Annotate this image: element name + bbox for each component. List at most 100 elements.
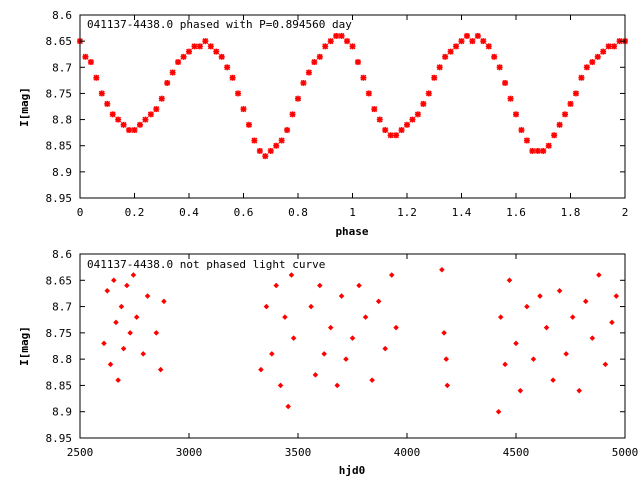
data-point	[235, 90, 242, 97]
phased-axis-ticks: 0 0.2 0.4 0.6 0.8 1 1.2 1.4 1.6 1.8 2 8.6 8.65 8.7 8.7…	[46, 9, 629, 219]
data-point	[344, 38, 351, 45]
data-point	[524, 303, 530, 310]
data-point	[333, 32, 340, 39]
data-point	[578, 74, 585, 81]
data-point	[609, 319, 615, 326]
data-point	[611, 43, 618, 50]
x-tick-label: 2	[622, 206, 629, 219]
data-point	[262, 153, 269, 160]
data-point	[594, 53, 601, 60]
data-point	[258, 366, 264, 373]
data-point	[273, 282, 279, 289]
data-point	[371, 106, 378, 113]
data-point	[327, 38, 334, 45]
x-tick-label: 4500	[503, 446, 530, 459]
x-tick-label: 0.6	[234, 206, 254, 219]
phased-light-curve-panel: 0 0.2 0.4 0.6 0.8 1 1.2 1.4 1.6 1.8 2 8.6 8.65 8.7 8.7…	[18, 9, 628, 238]
data-point	[551, 132, 558, 139]
data-point	[300, 79, 307, 86]
data-point	[563, 351, 569, 357]
data-point	[442, 53, 449, 60]
data-point	[115, 116, 122, 123]
unphased-plot-frame	[79, 253, 626, 439]
x-tick-label: 3000	[176, 446, 203, 459]
data-point	[98, 90, 105, 97]
data-point	[453, 43, 460, 50]
data-point	[338, 32, 345, 39]
data-point	[502, 79, 509, 86]
data-point	[147, 111, 154, 118]
unphased-light-curve-panel: 2500 3000 3500 4000 4500 5000 8.6 8.65 8.7 8.75 8.…	[18, 248, 638, 477]
data-point	[376, 116, 383, 123]
data-point	[278, 137, 285, 144]
data-point	[317, 282, 323, 289]
data-point	[582, 298, 589, 305]
data-point	[136, 121, 143, 128]
phased-chart-title: 041137-4438.0 phased with P=0.894560 day	[87, 18, 352, 31]
data-point	[113, 319, 119, 326]
data-point	[382, 345, 388, 352]
unphased-points	[101, 267, 620, 415]
data-point	[605, 43, 612, 50]
data-point	[186, 48, 192, 55]
data-point	[153, 330, 160, 336]
x-tick-label: 0	[77, 206, 84, 219]
data-point	[196, 43, 203, 50]
data-point	[491, 53, 498, 60]
data-point	[312, 372, 319, 378]
data-point	[414, 111, 421, 118]
data-point	[458, 38, 465, 45]
data-point	[600, 48, 607, 55]
data-point	[256, 147, 263, 154]
data-point	[107, 361, 114, 368]
data-point	[175, 59, 182, 66]
data-point	[124, 282, 130, 289]
data-point	[513, 340, 519, 347]
data-point	[534, 147, 541, 154]
x-tick-label: 3500	[285, 446, 312, 459]
y-tick-label: 8.65	[46, 274, 73, 287]
x-tick-label: 5000	[612, 446, 639, 459]
data-point	[316, 53, 323, 60]
data-point	[518, 127, 525, 134]
x-tick-label: 4000	[394, 446, 421, 459]
data-point	[431, 74, 438, 81]
x-tick-label: 0.2	[125, 206, 145, 219]
y-tick-label: 8.65	[46, 35, 73, 48]
data-point	[496, 64, 503, 71]
data-point	[87, 59, 94, 66]
x-tick-label: 1.4	[452, 206, 472, 219]
y-tick-label: 8.75	[46, 87, 73, 100]
data-point	[109, 111, 116, 118]
data-point	[120, 121, 127, 128]
data-point	[569, 314, 576, 320]
y-tick-label: 8.75	[46, 327, 73, 340]
data-point	[530, 356, 537, 362]
data-point	[375, 298, 382, 305]
data-point	[158, 95, 165, 102]
data-point	[572, 90, 579, 97]
data-point	[356, 282, 362, 289]
data-point	[497, 314, 504, 320]
phased-x-axis-label: phase	[335, 225, 368, 238]
x-tick-label: 1.6	[506, 206, 526, 219]
y-tick-label: 8.85	[46, 379, 73, 392]
y-tick-label: 8.7	[52, 301, 72, 314]
data-point	[495, 408, 502, 415]
x-tick-label: 0.4	[179, 206, 199, 219]
data-point	[327, 324, 334, 331]
data-point	[118, 303, 125, 310]
data-point	[360, 74, 367, 81]
y-tick-label: 8.7	[52, 61, 72, 74]
data-point	[513, 111, 519, 118]
data-point	[349, 43, 356, 50]
data-point	[224, 64, 231, 71]
phased-plot-frame	[79, 14, 626, 199]
x-tick-label: 0.8	[288, 206, 308, 219]
data-point	[202, 38, 209, 45]
data-point	[556, 121, 563, 128]
data-point	[269, 351, 275, 357]
unphased-y-axis-label: I[mag]	[18, 326, 31, 366]
data-point	[420, 100, 427, 107]
data-point	[365, 90, 372, 97]
